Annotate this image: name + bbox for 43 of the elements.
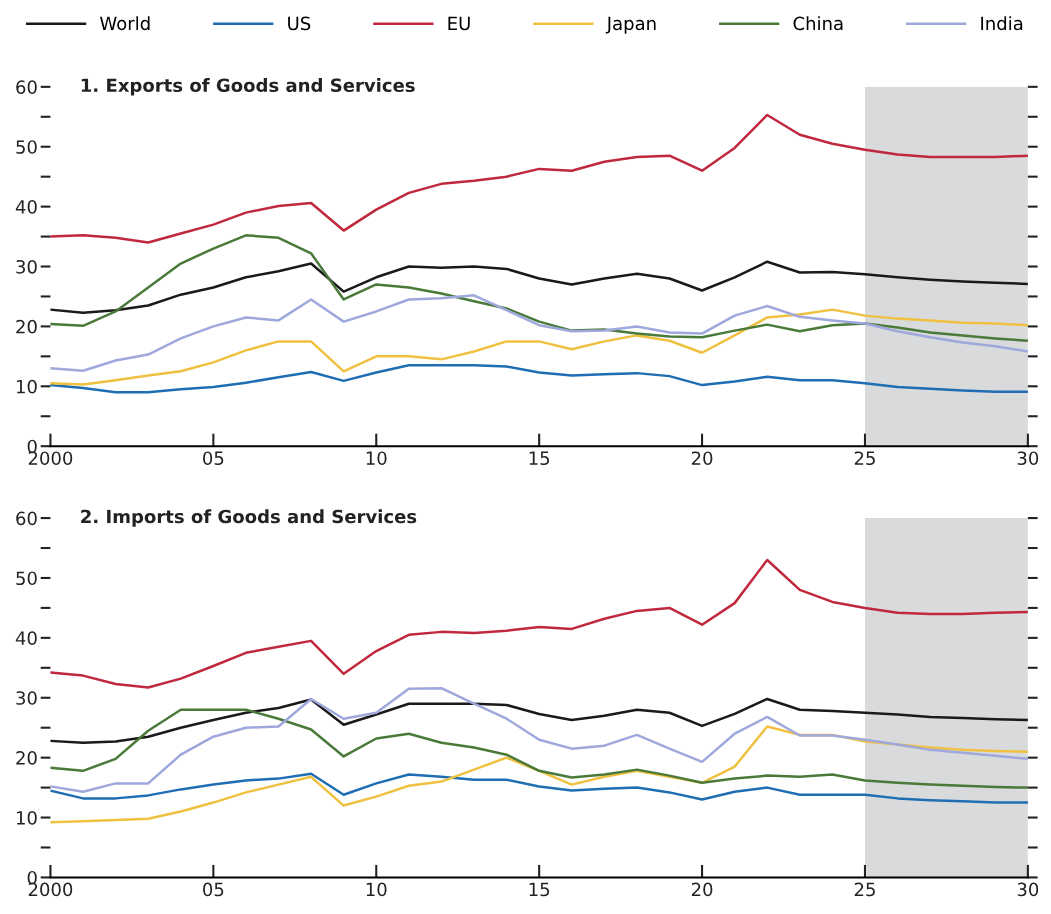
line-series xyxy=(50,708,1028,789)
y-tick-label: 60 xyxy=(16,511,37,526)
line-series xyxy=(50,686,1028,794)
line-series xyxy=(50,113,1028,244)
line-series xyxy=(50,308,1028,386)
y-tick-label: 30 xyxy=(16,259,37,274)
x-tick-label: 20 xyxy=(691,882,713,897)
legend-label: China xyxy=(793,16,843,31)
legend-label: India xyxy=(981,16,1023,31)
line-series xyxy=(50,260,1028,314)
y-tick-label: 20 xyxy=(16,319,37,334)
legend-label: EU xyxy=(448,16,470,31)
legend-label: Japan xyxy=(605,16,656,34)
y-tick-label: 50 xyxy=(16,140,37,154)
line-series xyxy=(50,772,1028,804)
x-tick-label: 25 xyxy=(854,451,875,466)
x-tick-label: 20 xyxy=(691,451,713,466)
line-series xyxy=(50,234,1028,343)
x-tick-label: 05 xyxy=(203,451,224,466)
y-tick-label: 60 xyxy=(16,80,37,94)
line-series xyxy=(50,558,1028,689)
y-tick-label: 10 xyxy=(16,811,37,825)
legend-label: World xyxy=(100,16,150,31)
y-tick-label: 40 xyxy=(15,200,37,214)
y-tick-label: 40 xyxy=(15,631,37,645)
y-tick-label: 50 xyxy=(16,571,37,586)
x-tick-label: 15 xyxy=(529,882,550,897)
x-tick-label: 10 xyxy=(366,451,387,466)
x-tick-label: 15 xyxy=(529,451,550,466)
line-series xyxy=(50,364,1028,394)
x-tick-label: 10 xyxy=(366,882,387,897)
chart-title: 2. Imports of Goods and Services xyxy=(81,509,417,527)
x-tick-label: 30 xyxy=(1017,451,1039,466)
line-series xyxy=(50,294,1028,372)
legend-label: US xyxy=(288,16,311,31)
x-tick-label: 30 xyxy=(1017,882,1039,897)
line-series xyxy=(50,697,1028,744)
x-tick-label: 25 xyxy=(854,882,875,897)
x-tick-label: 05 xyxy=(203,882,224,897)
y-tick-label: 20 xyxy=(16,751,37,765)
y-tick-label: 30 xyxy=(16,691,37,705)
y-tick-label: 10 xyxy=(16,379,37,394)
chart-title: 1. Exports of Goods and Services xyxy=(81,78,415,96)
